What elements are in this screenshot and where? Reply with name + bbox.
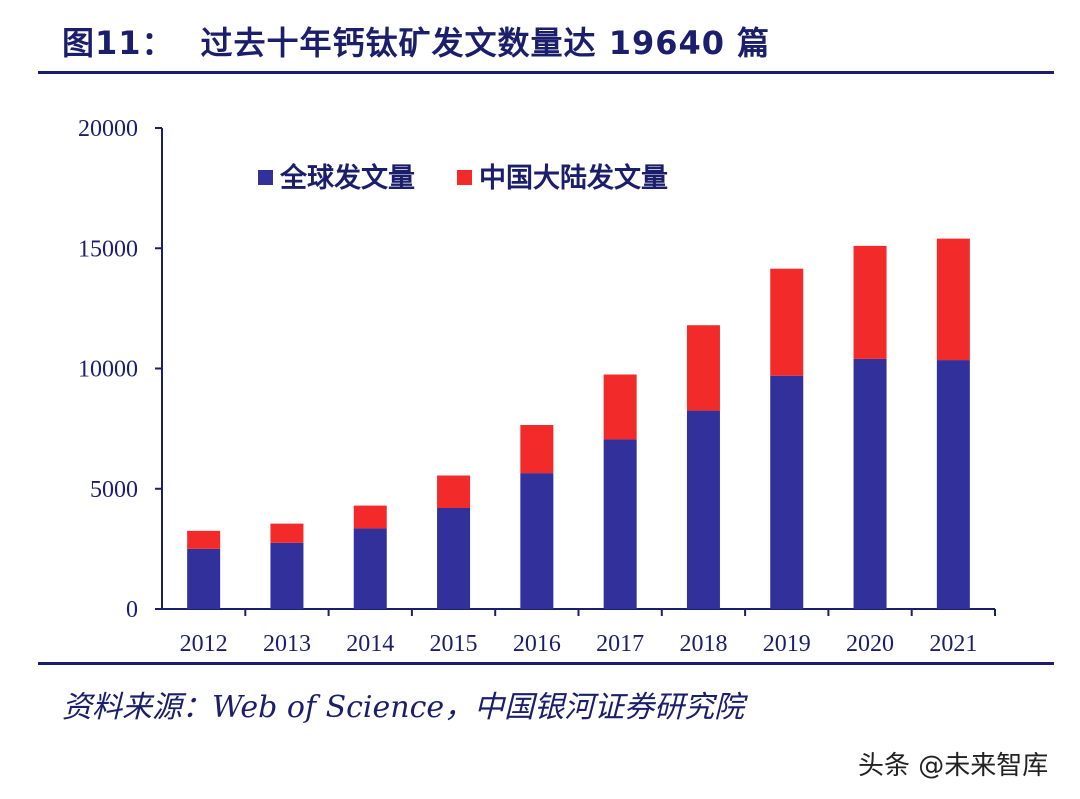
bar-china [770, 268, 804, 376]
x-tick-label: 2012 [180, 631, 228, 657]
bar-global [603, 439, 637, 609]
x-tick-label: 2016 [513, 631, 561, 657]
x-tick-label: 2015 [430, 631, 478, 657]
legend-swatch-china [457, 170, 472, 185]
x-tick-label: 2013 [263, 631, 311, 657]
y-tick-label: 5000 [90, 477, 138, 503]
x-tick-label: 2021 [929, 631, 977, 657]
y-tick-label: 15000 [78, 236, 138, 262]
figure-title: 图11： 过去十年钙钛矿发文数量达 19640 篇 [62, 18, 770, 64]
bar-china [187, 530, 221, 549]
bar-china [353, 505, 387, 529]
source-divider [38, 662, 1054, 665]
figure-title-text: 过去十年钙钛矿发文数量达 19640 篇 [200, 24, 771, 62]
legend-swatch-global [258, 170, 273, 185]
bar-global [187, 548, 221, 609]
bar-global [353, 528, 387, 609]
bar-china [603, 374, 637, 440]
x-tick-label: 2014 [346, 631, 394, 657]
watermark: 头条 @未来智库 [858, 751, 1049, 781]
x-tick-label: 2017 [596, 631, 644, 657]
bar-china [686, 325, 720, 411]
bar-global [936, 360, 970, 609]
bar-global [270, 542, 304, 609]
bar-china [270, 523, 304, 543]
stacked-bar-chart: 0 5000 10000 15000 20000 2012 2013 2014 2015 2016… [78, 116, 996, 657]
x-tick-label: 2019 [763, 631, 811, 657]
source-note: 资料来源：Web of Science，中国银河证券研究院 [62, 690, 745, 725]
y-tick-label: 20000 [78, 116, 138, 142]
bar-global [437, 507, 471, 609]
legend-label-china: 中国大陆发文量 [479, 162, 668, 194]
bar-china [520, 425, 554, 474]
bar-global [853, 358, 887, 609]
title-divider [38, 71, 1054, 74]
y-tick-label: 0 [126, 597, 138, 623]
y-tick-label: 10000 [78, 357, 138, 383]
bar-global [770, 375, 804, 609]
bar-china [437, 475, 471, 508]
x-tick-label: 2018 [679, 631, 727, 657]
bar-global [520, 473, 554, 609]
bar-china [936, 238, 970, 361]
legend-label-global: 全球发文量 [279, 162, 415, 194]
bar-global [686, 410, 720, 609]
bar-china [853, 245, 887, 359]
x-tick-label: 2020 [846, 631, 894, 657]
figure-label: 图11： [62, 24, 175, 62]
